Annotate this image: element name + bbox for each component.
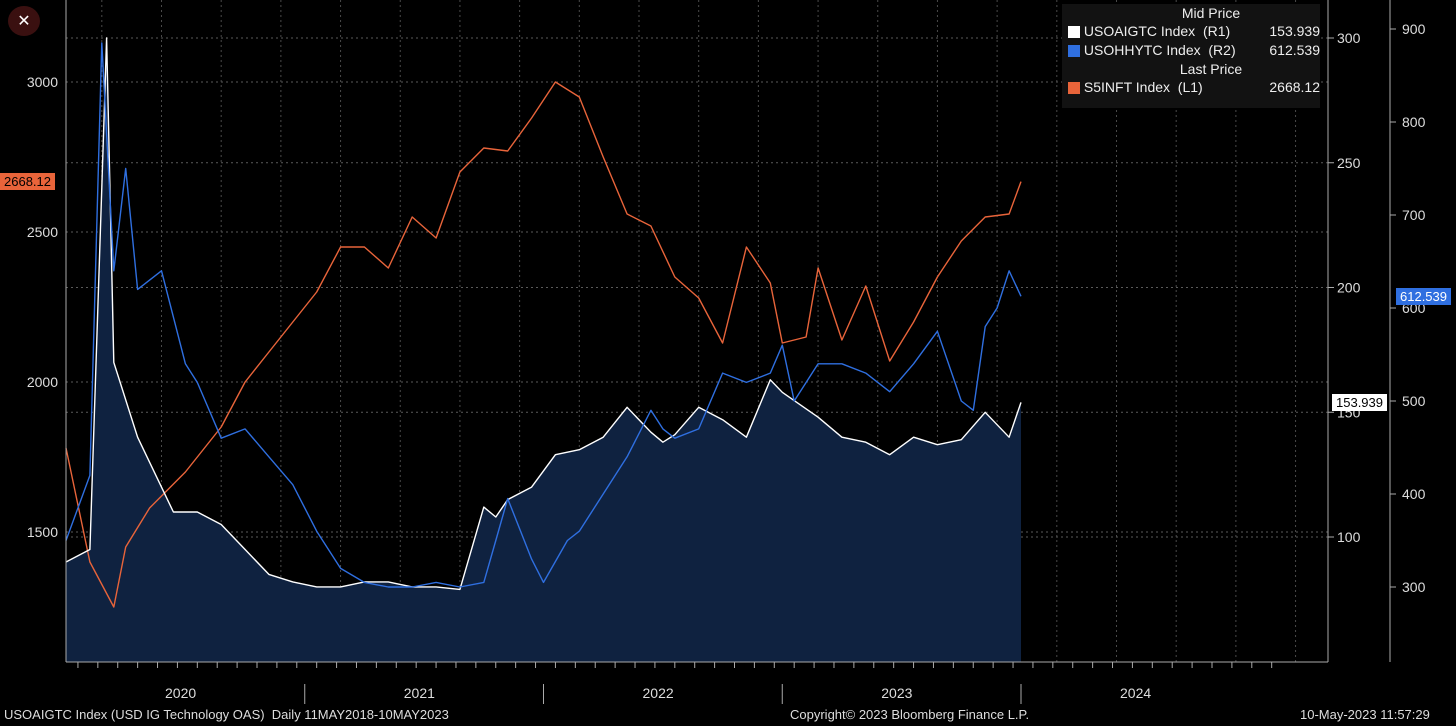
r1-last-value-tag: 153.939	[1332, 394, 1387, 411]
r1-area-fill	[66, 38, 1021, 662]
y-left-tick-label: 1500	[27, 524, 58, 540]
footer-timestamp: 10-May-2023 11:57:29	[1300, 707, 1430, 722]
x-tick-label: 2023	[881, 685, 912, 701]
y-r2-tick-label: 500	[1402, 393, 1426, 409]
series-area-1	[66, 38, 1021, 662]
r2-last-value-tag: 612.539	[1396, 288, 1451, 305]
close-button[interactable]: ✕	[8, 6, 40, 36]
series-line-1	[65, 37, 1022, 591]
legend-item-s5inft: S5INFT Index (L1) 2668.12	[1062, 78, 1320, 97]
y-left-tick-label: 2500	[27, 224, 58, 240]
y-r1-tick-label: 200	[1337, 280, 1361, 296]
y-left-tick-label: 2000	[27, 374, 58, 390]
y-r1-tick-label: 100	[1337, 529, 1361, 545]
y-r2-tick-label: 700	[1402, 207, 1426, 223]
legend-value-usohhytc: 612.539	[1269, 42, 1320, 58]
y-r2-tick-label: 900	[1402, 21, 1426, 37]
y-r2-tick-label: 800	[1402, 114, 1426, 130]
series-lines	[65, 37, 1022, 608]
legend-name-usoaigtc: USOAIGTC Index (R1)	[1083, 23, 1231, 39]
legend-swatch-usohhytc	[1068, 44, 1080, 57]
footer-security-description: USOAIGTC Index (USD IG Technology OAS) D…	[4, 707, 449, 722]
footer-copyright: Copyright© 2023 Bloomberg Finance L.P.	[790, 707, 1030, 722]
series-line-2	[65, 42, 1022, 588]
legend-swatch-usoaigtc	[1068, 25, 1080, 38]
y-r1-tick-label: 300	[1337, 30, 1361, 46]
y-r2-tick-label: 300	[1402, 579, 1426, 595]
x-tick-label: 2022	[643, 685, 674, 701]
x-tick-label: 2020	[165, 685, 196, 701]
close-icon: ✕	[17, 13, 31, 30]
legend: Mid Price USOAIGTC Index (R1) 153.939 US…	[1062, 4, 1320, 108]
y-r1-tick-label: 250	[1337, 155, 1361, 171]
legend-value-usoaigtc: 153.939	[1269, 23, 1320, 39]
legend-item-usoaigtc: USOAIGTC Index (R1) 153.939	[1062, 22, 1320, 41]
y-left-tick-label: 3000	[27, 74, 58, 90]
legend-name-usohhytc: USOHHYTC Index (R2)	[1083, 42, 1236, 58]
y-r2-tick-label: 400	[1402, 486, 1426, 502]
legend-item-usohhytc: USOHHYTC Index (R2) 612.539	[1062, 41, 1320, 60]
axes: 1500200025003000100150200250300300400500…	[27, 0, 1426, 704]
legend-name-s5inft: S5INFT Index (L1)	[1083, 79, 1203, 95]
legend-last-header: Last Price	[1179, 61, 1243, 77]
x-tick-label: 2024	[1120, 685, 1151, 701]
legend-value-s5inft: 2668.12	[1269, 79, 1320, 95]
legend-mid-header: Mid Price	[1181, 5, 1241, 21]
left-last-value-tag: 2668.12	[0, 173, 55, 190]
x-tick-label: 2021	[404, 685, 435, 701]
series-line-0	[65, 81, 1022, 608]
legend-swatch-s5inft	[1068, 81, 1080, 94]
